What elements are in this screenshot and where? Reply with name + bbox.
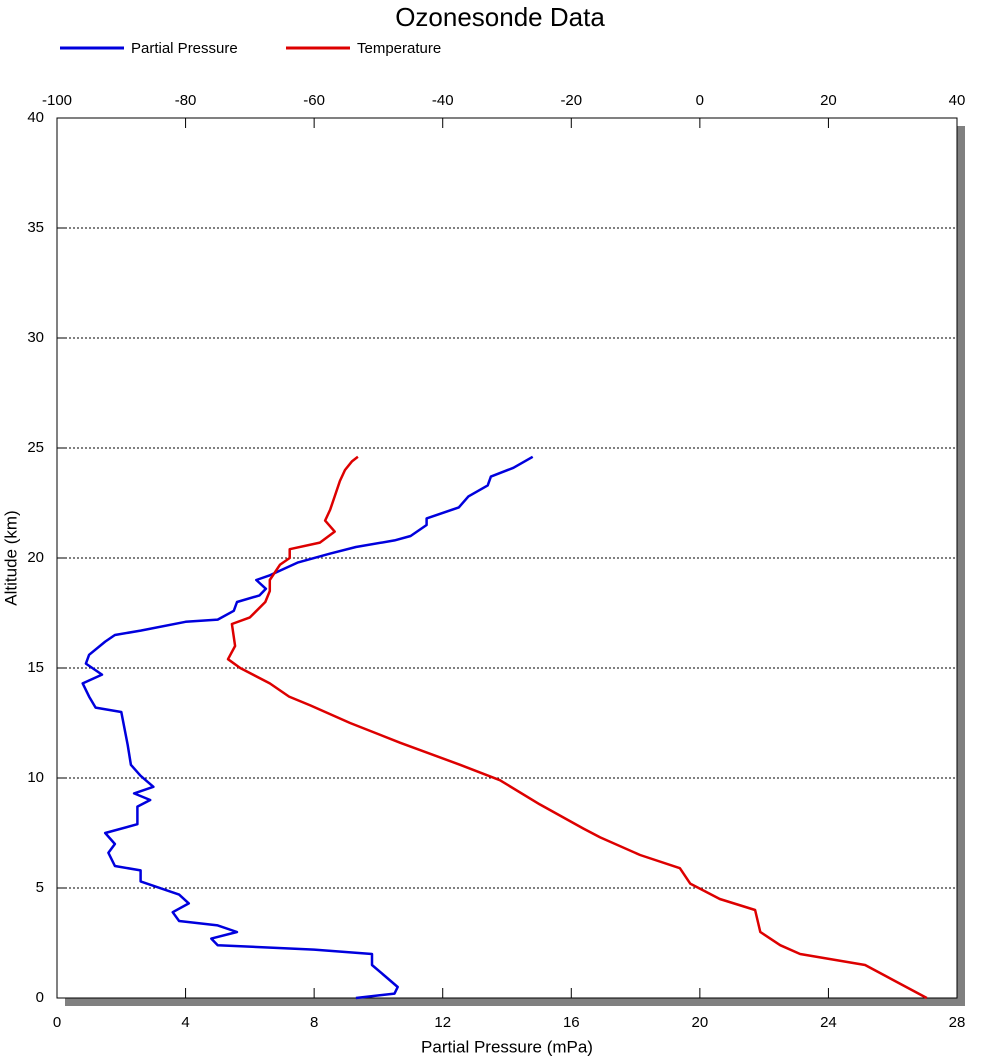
- frame-shadow: [65, 998, 965, 1006]
- y-tick-label: 35: [27, 219, 44, 236]
- x-tick-label: 24: [820, 1014, 837, 1031]
- x-tick-label: 28: [949, 1014, 966, 1031]
- chart-title: Ozonesonde Data: [395, 2, 605, 32]
- y-tick-label: 10: [27, 769, 44, 786]
- y-axis-label: Altitude (km): [1, 510, 20, 605]
- x-tick-label: 16: [563, 1014, 580, 1031]
- y-tick-label: 15: [27, 659, 44, 676]
- data-line: [226, 455, 928, 1000]
- x2-tick-label: -80: [175, 92, 197, 109]
- x-tick-label: 20: [692, 1014, 709, 1031]
- legend-label: Partial Pressure: [131, 40, 238, 57]
- y-tick-label: 25: [27, 439, 44, 456]
- x2-tick-label: 40: [949, 92, 966, 109]
- x2-tick-label: 0: [696, 92, 704, 109]
- x-tick-label: 8: [310, 1014, 318, 1031]
- y-tick-label: 20: [27, 549, 44, 566]
- x2-tick-label: -20: [560, 92, 582, 109]
- frame-shadow: [957, 126, 965, 1006]
- x2-tick-label: -60: [303, 92, 325, 109]
- y-tick-label: 0: [36, 989, 44, 1006]
- y-tick-label: 30: [27, 329, 44, 346]
- y-tick-label: 40: [27, 109, 44, 126]
- x-tick-label: 12: [434, 1014, 451, 1031]
- data-line: [81, 455, 534, 1000]
- x2-tick-label: -40: [432, 92, 454, 109]
- x-axis-label: Partial Pressure (mPa): [421, 1037, 593, 1056]
- y-tick-label: 5: [36, 879, 44, 896]
- x-tick-label: 4: [181, 1014, 189, 1031]
- x-tick-label: 0: [53, 1014, 61, 1031]
- x2-tick-label: -100: [42, 92, 72, 109]
- x2-tick-label: 20: [820, 92, 837, 109]
- legend-label: Temperature: [357, 40, 441, 57]
